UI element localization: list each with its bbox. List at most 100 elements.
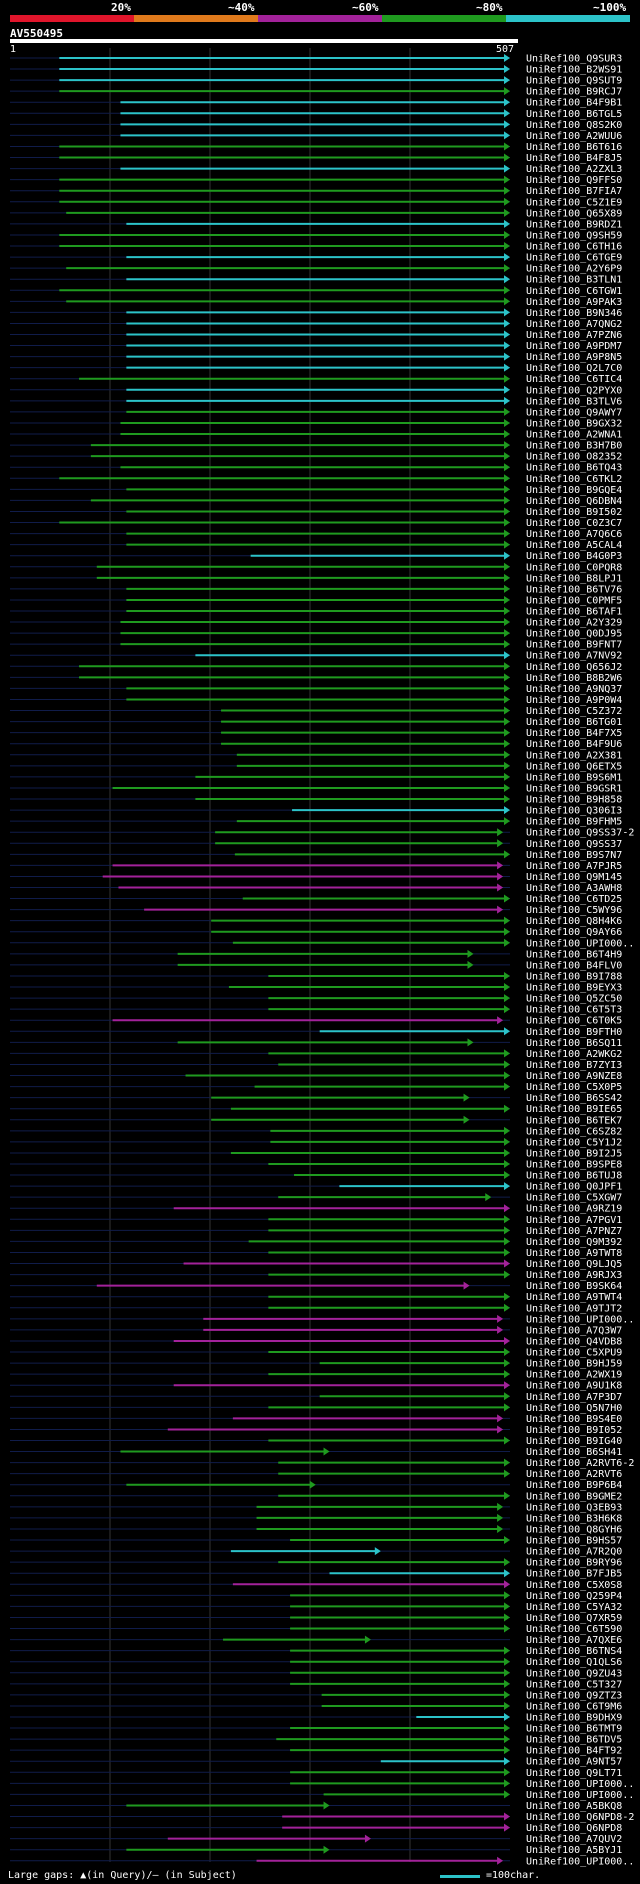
hit-label[interactable]: UniRef100_C6TIC4 bbox=[526, 374, 622, 385]
hit-label[interactable]: UniRef100_B9S4E0 bbox=[526, 1414, 622, 1425]
hit-label[interactable]: UniRef100_A9RJX3 bbox=[526, 1270, 622, 1281]
hit-label[interactable]: UniRef100_A2WNA1 bbox=[526, 430, 622, 441]
hit-label[interactable]: UniRef100_B4F8J5 bbox=[526, 153, 622, 164]
hit-label[interactable]: UniRef100_A5BYJ1 bbox=[526, 1845, 622, 1856]
hit-label[interactable]: UniRef100_Q7XR59 bbox=[526, 1613, 622, 1624]
hit-label[interactable]: UniRef100_A7R2Q0 bbox=[526, 1547, 622, 1558]
hit-label[interactable]: UniRef100_B6TNS4 bbox=[526, 1646, 622, 1657]
hit-label[interactable]: UniRef100_A2WKG2 bbox=[526, 1049, 622, 1060]
hit-label[interactable]: UniRef100_C0PQR8 bbox=[526, 562, 622, 573]
hit-label[interactable]: UniRef100_Q9AY66 bbox=[526, 927, 622, 938]
hit-label[interactable]: UniRef100_B4F7X5 bbox=[526, 728, 622, 739]
hit-label[interactable]: UniRef100_B9FNT7 bbox=[526, 640, 622, 651]
hit-label[interactable]: UniRef100_Q9SUR3 bbox=[526, 54, 622, 65]
hit-label[interactable]: UniRef100_Q9FFS0 bbox=[526, 175, 622, 186]
hit-label[interactable]: UniRef100_A9TJT2 bbox=[526, 1303, 622, 1314]
hit-label[interactable]: UniRef100_Q9SUT9 bbox=[526, 76, 622, 87]
hit-label[interactable]: UniRef100_A7PGV1 bbox=[526, 1215, 622, 1226]
hit-label[interactable]: UniRef100_Q259P4 bbox=[526, 1591, 622, 1602]
hit-label[interactable]: UniRef100_B9I2J5 bbox=[526, 1148, 622, 1159]
hit-label[interactable]: UniRef100_Q65X89 bbox=[526, 208, 622, 219]
hit-label[interactable]: UniRef100_B9FHM5 bbox=[526, 817, 622, 828]
hit-label[interactable]: UniRef100_A9U1K8 bbox=[526, 1381, 622, 1392]
hit-label[interactable]: UniRef100_A9NQ37 bbox=[526, 684, 622, 695]
hit-label[interactable]: UniRef100_Q9LJQ5 bbox=[526, 1259, 622, 1270]
hit-label[interactable]: UniRef100_A7NV92 bbox=[526, 651, 622, 662]
hit-label[interactable]: UniRef100_B3H7B0 bbox=[526, 441, 622, 452]
hit-label[interactable]: UniRef100_B6TEK7 bbox=[526, 1115, 622, 1126]
hit-label[interactable]: UniRef100_Q3EB93 bbox=[526, 1502, 622, 1513]
hit-label[interactable]: UniRef100_C0PMF5 bbox=[526, 595, 622, 606]
hit-label[interactable]: UniRef100_UPI000.. bbox=[526, 1790, 634, 1801]
hit-label[interactable]: UniRef100_C5X0P5 bbox=[526, 1082, 622, 1093]
hit-label[interactable]: UniRef100_B4FLV0 bbox=[526, 960, 622, 971]
hit-label[interactable]: UniRef100_B9GSR1 bbox=[526, 783, 622, 794]
hit-label[interactable]: UniRef100_B6SQ11 bbox=[526, 1038, 622, 1049]
hit-label[interactable]: UniRef100_B9I502 bbox=[526, 507, 622, 518]
hit-label[interactable]: UniRef100_B6SS42 bbox=[526, 1093, 622, 1104]
hit-label[interactable]: UniRef100_Q2PYX0 bbox=[526, 385, 622, 396]
hit-label[interactable]: UniRef100_B9I052 bbox=[526, 1425, 622, 1436]
hit-label[interactable]: UniRef100_C6TD25 bbox=[526, 894, 622, 905]
hit-label[interactable]: UniRef100_B9RCJ7 bbox=[526, 87, 622, 98]
hit-label[interactable]: UniRef100_C5X0S8 bbox=[526, 1580, 622, 1591]
hit-label[interactable]: UniRef100_Q306I3 bbox=[526, 806, 622, 817]
hit-label[interactable]: UniRef100_C6TGW1 bbox=[526, 286, 622, 297]
hit-label[interactable]: UniRef100_Q0JPF1 bbox=[526, 1182, 622, 1193]
hit-label[interactable]: UniRef100_B6T616 bbox=[526, 142, 622, 153]
hit-label[interactable]: UniRef100_A9NT57 bbox=[526, 1757, 622, 1768]
hit-label[interactable]: UniRef100_Q1QLS6 bbox=[526, 1657, 622, 1668]
hit-label[interactable]: UniRef100_B7FJB5 bbox=[526, 1569, 622, 1580]
hit-label[interactable]: UniRef100_C6T0K5 bbox=[526, 1016, 622, 1027]
hit-label[interactable]: UniRef100_Q6NPD8 bbox=[526, 1823, 622, 1834]
hit-label[interactable]: UniRef100_A9PAK3 bbox=[526, 297, 622, 308]
hit-label[interactable]: UniRef100_Q6ETX5 bbox=[526, 761, 622, 772]
hit-label[interactable]: UniRef100_B9IE65 bbox=[526, 1104, 622, 1115]
hit-label[interactable]: UniRef100_B4FT92 bbox=[526, 1746, 622, 1757]
hit-label[interactable]: UniRef100_B9SK64 bbox=[526, 1281, 622, 1292]
hit-label[interactable]: UniRef100_B9I788 bbox=[526, 971, 622, 982]
hit-label[interactable]: UniRef100_C6TGE9 bbox=[526, 253, 622, 264]
hit-label[interactable]: UniRef100_C6T5T3 bbox=[526, 1005, 622, 1016]
hit-label[interactable]: UniRef100_C5XGW7 bbox=[526, 1193, 622, 1204]
hit-label[interactable]: UniRef100_B9GX32 bbox=[526, 418, 622, 429]
hit-label[interactable]: UniRef100_B6TUJ8 bbox=[526, 1171, 622, 1182]
hit-label[interactable]: UniRef100_B9S6M1 bbox=[526, 772, 622, 783]
hit-label[interactable]: UniRef100_B9H858 bbox=[526, 795, 622, 806]
hit-label[interactable]: UniRef100_B6TG01 bbox=[526, 717, 622, 728]
hit-label[interactable]: UniRef100_B6T4H9 bbox=[526, 949, 622, 960]
hit-label[interactable]: UniRef100_B6TMT9 bbox=[526, 1724, 622, 1735]
hit-label[interactable]: UniRef100_C5YA32 bbox=[526, 1602, 622, 1613]
hit-label[interactable]: UniRef100_Q9AWY7 bbox=[526, 407, 622, 418]
hit-label[interactable]: UniRef100_B9N346 bbox=[526, 308, 622, 319]
hit-label[interactable]: UniRef100_B8B2W6 bbox=[526, 673, 622, 684]
hit-label[interactable]: UniRef100_C0Z3C7 bbox=[526, 518, 622, 529]
hit-label[interactable]: UniRef100_C5WY96 bbox=[526, 905, 622, 916]
hit-label[interactable]: UniRef100_A7Q6C6 bbox=[526, 529, 622, 540]
hit-label[interactable]: UniRef100_A7P3D7 bbox=[526, 1392, 622, 1403]
hit-label[interactable]: UniRef100_B9EYX3 bbox=[526, 983, 622, 994]
hit-label[interactable]: UniRef100_A2ZXL3 bbox=[526, 164, 622, 175]
hit-label[interactable]: UniRef100_Q5N7H0 bbox=[526, 1403, 622, 1414]
hit-label[interactable]: UniRef100_A9PDM7 bbox=[526, 341, 622, 352]
hit-label[interactable]: UniRef100_B6TQ43 bbox=[526, 463, 622, 474]
hit-label[interactable]: UniRef100_Q6NPD8-2 bbox=[526, 1812, 634, 1823]
hit-label[interactable]: UniRef100_B3TLV6 bbox=[526, 396, 622, 407]
hit-label[interactable]: UniRef100_B9S7N7 bbox=[526, 850, 622, 861]
hit-label[interactable]: UniRef100_A2RVT6-2 bbox=[526, 1458, 634, 1469]
hit-label[interactable]: UniRef100_B9DHX9 bbox=[526, 1713, 622, 1724]
hit-label[interactable]: UniRef100_A9P0W4 bbox=[526, 695, 622, 706]
hit-label[interactable]: UniRef100_B9P6B4 bbox=[526, 1480, 622, 1491]
hit-label[interactable]: UniRef100_Q9SS37-2 bbox=[526, 828, 634, 839]
hit-label[interactable]: UniRef100_Q5ZC50 bbox=[526, 994, 622, 1005]
hit-label[interactable]: UniRef100_UPI000.. bbox=[526, 1856, 634, 1867]
hit-label[interactable]: UniRef100_B7FIA7 bbox=[526, 186, 622, 197]
hit-label[interactable]: UniRef100_B6TAF1 bbox=[526, 607, 622, 618]
hit-label[interactable]: UniRef100_B4G0P3 bbox=[526, 551, 622, 562]
hit-label[interactable]: UniRef100_B9GQE4 bbox=[526, 485, 622, 496]
hit-label[interactable]: UniRef100_UPI000.. bbox=[526, 938, 634, 949]
hit-label[interactable]: UniRef100_A5CAL4 bbox=[526, 540, 622, 551]
hit-label[interactable]: UniRef100_A7QNG2 bbox=[526, 319, 622, 330]
hit-label[interactable]: UniRef100_B8LPJ1 bbox=[526, 573, 622, 584]
hit-label[interactable]: UniRef100_C5Z372 bbox=[526, 706, 622, 717]
